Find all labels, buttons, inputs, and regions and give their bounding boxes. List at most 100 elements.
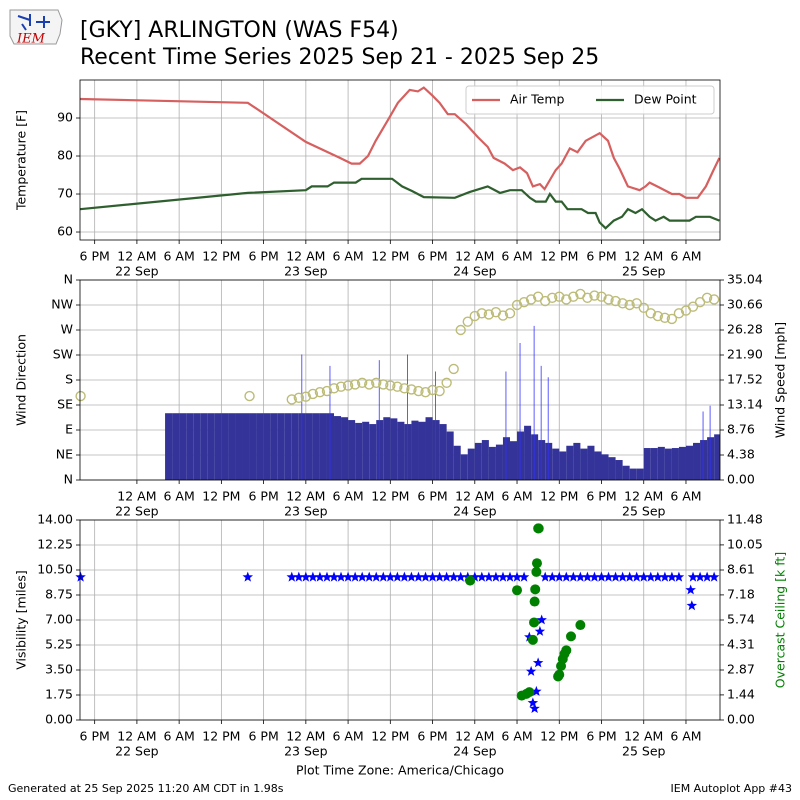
visibility-point bbox=[645, 571, 656, 582]
wind-speed-bar bbox=[678, 446, 686, 480]
wind-direction bbox=[659, 312, 671, 323]
ceiling-point bbox=[465, 575, 476, 586]
x-tick-label: 12 PM bbox=[540, 489, 578, 504]
x-date-label: 24 Sep bbox=[453, 264, 497, 279]
wind-direction bbox=[364, 379, 375, 390]
wind-speed-bar bbox=[439, 424, 447, 480]
wind-direction bbox=[342, 380, 354, 391]
y2-tick-label: 35.04 bbox=[727, 272, 763, 287]
visibility-point bbox=[335, 571, 347, 582]
wind-direction bbox=[356, 377, 368, 388]
wind-direction bbox=[708, 294, 720, 305]
legend-label: Air Temp bbox=[510, 92, 565, 107]
x-tick-label: 6 AM bbox=[670, 489, 701, 504]
y2-tick-label: 4.38 bbox=[727, 447, 755, 462]
y-tick-label: 7.00 bbox=[45, 612, 73, 627]
wind-speed-bar bbox=[362, 421, 370, 480]
x-date-label: 25 Sep bbox=[622, 264, 666, 279]
visibility-point bbox=[385, 571, 396, 582]
visibility-point bbox=[603, 571, 614, 582]
wind-direction bbox=[378, 379, 389, 390]
x-tick-label: 12 AM bbox=[455, 729, 494, 744]
visibility-point bbox=[490, 571, 502, 582]
wind-speed-bar bbox=[714, 434, 720, 480]
y-tick-label: NW bbox=[51, 297, 73, 312]
wind-speed-bar bbox=[481, 440, 489, 480]
wind-direction bbox=[568, 291, 579, 302]
wind-speed-bar bbox=[319, 413, 327, 480]
wind-speed-bar bbox=[608, 457, 616, 480]
visibility-point bbox=[687, 571, 699, 582]
visibility-point bbox=[529, 703, 540, 713]
wind-speed-bar bbox=[186, 413, 194, 480]
visibility-point bbox=[392, 571, 403, 582]
wind-direction bbox=[321, 385, 333, 397]
y2-tick-label: 8.76 bbox=[727, 422, 755, 437]
y-tick-label: 80 bbox=[57, 148, 73, 163]
wind-speed-bar bbox=[263, 413, 271, 480]
wind-speed-bar bbox=[650, 448, 658, 480]
line bbox=[79, 86, 721, 199]
visibility-point bbox=[307, 571, 319, 582]
footer-left: Generated at 25 Sep 2025 11:20 AM CDT in… bbox=[8, 782, 284, 795]
y-tick-label: 70 bbox=[57, 186, 73, 201]
y2-tick-label: 0.00 bbox=[727, 472, 755, 487]
wind-direction bbox=[300, 391, 312, 402]
x-tick-label: 12 AM bbox=[624, 249, 663, 264]
logo: IEM bbox=[9, 9, 63, 47]
wind-speed-bar bbox=[214, 413, 222, 480]
ceiling-point bbox=[561, 645, 572, 656]
wind-speed-bar bbox=[573, 442, 581, 480]
visibility-point bbox=[518, 571, 530, 582]
line bbox=[79, 177, 720, 230]
wind-direction bbox=[483, 309, 495, 320]
x-tick-label: 6 AM bbox=[164, 489, 195, 504]
wind-direction bbox=[554, 291, 565, 302]
y2-tick-label: 8.61 bbox=[727, 562, 755, 577]
y-tick-label: 90 bbox=[57, 110, 73, 125]
wind-direction bbox=[392, 381, 403, 392]
wind-direction bbox=[511, 299, 523, 311]
wind-speed-bar bbox=[460, 454, 468, 480]
wind-speed-bar bbox=[671, 448, 679, 480]
wind-speed-bar bbox=[524, 425, 532, 480]
y2-tick-label: 26.28 bbox=[727, 322, 763, 337]
x-date-label: 25 Sep bbox=[622, 504, 666, 519]
wind-speed-bar bbox=[298, 413, 306, 480]
wind-direction bbox=[476, 308, 488, 319]
wind-speed-bar bbox=[700, 440, 708, 480]
wind-direction bbox=[420, 387, 431, 398]
visibility-point bbox=[638, 571, 649, 582]
x-tick-label: 12 AM bbox=[117, 249, 156, 264]
visibility-point bbox=[540, 571, 551, 582]
visibility-point bbox=[242, 571, 253, 582]
y2-tick-label: 4.31 bbox=[727, 636, 755, 651]
wind-speed-bar bbox=[334, 416, 342, 480]
wind-speed-bar bbox=[404, 424, 412, 480]
visibility-point bbox=[314, 571, 326, 582]
wind-speed-bar bbox=[390, 418, 398, 480]
visibility-point bbox=[420, 571, 431, 582]
wind-speed-bar bbox=[305, 413, 313, 480]
axes-frame bbox=[79, 279, 721, 481]
wind-direction bbox=[610, 295, 621, 307]
wind-direction bbox=[547, 292, 558, 303]
x-tick-label: 6 PM bbox=[586, 249, 616, 264]
visibility-point bbox=[434, 571, 445, 582]
ceiling-point bbox=[529, 596, 540, 607]
x-axis-label: Plot Time Zone: America/Chicago bbox=[296, 763, 504, 778]
visibility-point bbox=[483, 571, 495, 582]
wind-direction bbox=[434, 385, 445, 397]
visibility-point bbox=[378, 571, 389, 582]
y2-tick-label: 2.87 bbox=[727, 662, 755, 677]
wind-speed-bar bbox=[601, 454, 609, 480]
x-date-label: 24 Sep bbox=[453, 504, 497, 519]
visibility-point bbox=[448, 571, 459, 582]
wind-direction bbox=[589, 290, 600, 301]
x-tick-label: 12 AM bbox=[624, 489, 663, 504]
x-tick-label: 12 PM bbox=[202, 489, 240, 504]
y-tick-label: SE bbox=[57, 397, 73, 412]
visibility-point bbox=[659, 571, 671, 582]
x-tick-label: 6 PM bbox=[417, 729, 447, 744]
x-tick-label: 6 AM bbox=[164, 249, 195, 264]
